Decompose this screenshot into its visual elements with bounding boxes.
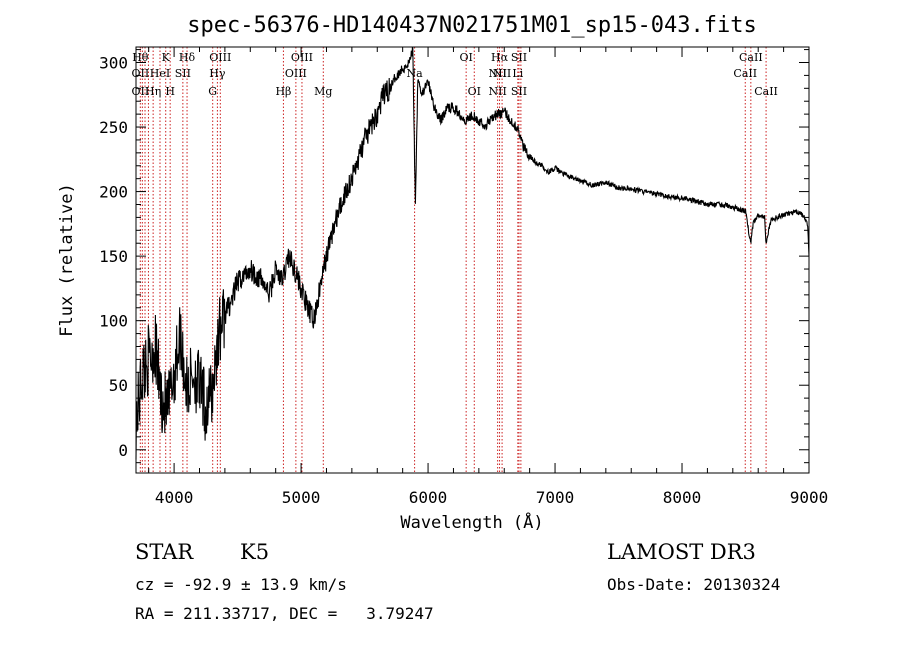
spectral-line-label: OI xyxy=(468,85,481,98)
spectral-line-label: Mg xyxy=(314,85,332,98)
spectral-line-label: OIII xyxy=(285,67,307,80)
x-tick-label: 4000 xyxy=(155,488,194,507)
spectral-line-label: CaII xyxy=(739,51,763,64)
spectral-line-label: Hβ xyxy=(275,85,291,98)
plot-frame xyxy=(135,46,810,474)
spectral-line-label: OII xyxy=(131,67,149,80)
spectral-line-label: Hα xyxy=(491,51,509,64)
spectrum-line xyxy=(135,46,810,460)
y-tick-label: 250 xyxy=(99,118,128,137)
spectral-line-label: SII xyxy=(511,51,527,64)
spectral-line-label: OI xyxy=(459,51,472,64)
spectral-line-label: NII xyxy=(493,67,511,80)
x-axis: 4000 5000 6000 7000 8000 9000 xyxy=(148,47,829,507)
spectral-line-label: OIII xyxy=(291,51,313,64)
spectral-line-label: H xyxy=(165,85,175,98)
coordinates: RA = 211.33717, DEC = 3.79247 xyxy=(135,604,434,623)
spectral-line-label: G xyxy=(208,85,217,98)
spectral-line-label: HeI xyxy=(150,67,170,80)
spectral-line-label: Hγ xyxy=(209,67,226,80)
redshift-cz: cz = -92.9 ± 13.9 km/s xyxy=(135,575,347,594)
object-class: STAR xyxy=(135,540,194,564)
spectral-line-label: Li xyxy=(512,67,523,80)
observation-date: Obs-Date: 20130324 xyxy=(607,575,781,594)
y-tick-label: 150 xyxy=(99,247,128,266)
x-axis-label: Wavelength (Å) xyxy=(400,511,543,533)
spectral-line-label: SII xyxy=(175,67,191,80)
x-tick-label: 9000 xyxy=(790,488,829,507)
y-tick-label: 100 xyxy=(99,312,128,331)
y-tick-label: 50 xyxy=(109,376,128,395)
spectral-line-label: CaII xyxy=(754,85,778,98)
spectral-line-label: CaII xyxy=(733,67,757,80)
spectral-subclass: K5 xyxy=(240,540,270,564)
spectral-line-label: OIII xyxy=(209,51,231,64)
spectral-line-labels: HθOIIOIIHηHeIKHSIIHδGHγOIIIHβOIIIOIIIMgN… xyxy=(131,51,777,98)
spectral-line-label: Hη xyxy=(145,85,161,98)
spectral-line-label: NII xyxy=(488,67,506,80)
spectral-line-label: SII xyxy=(511,85,527,98)
x-tick-label: 7000 xyxy=(536,488,575,507)
y-axis: 0 50 100 150 200 250 300 xyxy=(99,49,809,464)
x-tick-label: 8000 xyxy=(663,488,702,507)
spectral-line-label: Hδ xyxy=(179,51,196,64)
survey-name: LAMOST DR3 xyxy=(607,540,756,564)
y-tick-label: 0 xyxy=(118,441,128,460)
spectral-line-label: Na xyxy=(407,67,424,80)
y-tick-label: 300 xyxy=(99,53,128,72)
y-axis-label: Flux (relative) xyxy=(57,183,77,337)
x-tick-label: 5000 xyxy=(282,488,321,507)
spectral-line-label: NII xyxy=(488,85,506,98)
y-tick-label: 200 xyxy=(99,183,128,202)
chart-title: spec-56376-HD140437N021751M01_sp15-043.f… xyxy=(187,13,757,38)
x-tick-label: 6000 xyxy=(409,488,448,507)
spectral-line-label: K xyxy=(162,51,171,64)
